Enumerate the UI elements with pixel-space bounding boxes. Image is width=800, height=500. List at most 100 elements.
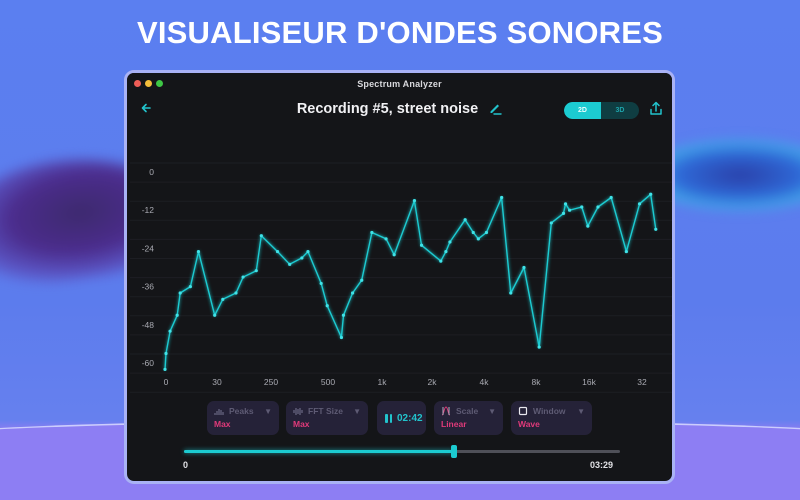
data-point [596,205,600,209]
window-function-control[interactable]: Window ▼ Wave [511,401,592,435]
chevron-down-icon: ▼ [488,406,496,416]
fft-size-value: Max [293,419,310,429]
timeline-slider[interactable] [184,445,620,458]
scale-control[interactable]: Scale ▼ Linear [434,401,503,435]
timeline-end: 03:29 [589,460,613,470]
recording-title-row: Recording #5, street noise [127,101,672,119]
data-point [350,291,355,295]
data-point [392,253,396,257]
data-point [241,275,245,279]
x-axis-tick: 16k [582,377,596,387]
data-point [259,234,263,238]
zoom-button[interactable] [156,80,163,87]
data-point [188,285,192,289]
data-point [463,218,467,222]
scale-value: Linear [441,419,467,429]
data-point [300,256,304,260]
data-point [509,291,513,295]
y-axis-tick: 0 [149,167,154,177]
x-axis-tick: 500 [321,377,335,387]
fft-size-label: FFT Size [308,406,343,416]
data-point [196,249,201,254]
data-point [444,249,448,254]
data-point [563,202,568,206]
data-point [234,291,238,295]
back-button[interactable] [141,101,151,116]
y-axis-tick: -48 [142,320,155,330]
data-point [549,221,553,225]
data-point [580,205,584,209]
data-point [168,329,172,333]
square-window-icon [518,406,528,416]
data-point [221,297,225,301]
data-point [175,313,179,317]
data-point [649,192,653,196]
toggle-2d[interactable]: 2D [564,102,601,119]
data-point [471,230,475,235]
slider-thumb[interactable] [451,445,458,458]
x-axis-tick: 4k [480,377,490,387]
traffic-lights [134,80,163,87]
data-point [339,335,344,340]
waveform-icon [293,407,303,415]
share-button[interactable] [649,101,663,121]
view-mode-toggle: 2D 3D [564,102,639,119]
data-point [275,249,280,254]
play-pause-button[interactable]: 02:42 [377,401,426,435]
fft-size-control[interactable]: FFT Size ▼ Max [286,401,368,435]
close-button[interactable] [134,80,141,87]
data-point [288,262,292,266]
minimize-button[interactable] [145,80,152,87]
peaks-value: Max [214,419,231,429]
x-axis-tick: 8k [532,377,542,387]
data-point [178,291,182,295]
data-point [319,281,323,286]
data-point [654,227,658,231]
data-point [500,195,504,200]
data-point [448,240,452,244]
x-axis-tick: 250 [264,377,278,387]
timeline-start: 0 [183,460,189,470]
slider-progress [184,450,455,453]
toggle-3d[interactable]: 3D [615,107,625,114]
chevron-down-icon: ▼ [264,406,272,416]
data-point [637,202,642,206]
playback-time: 02:42 [397,412,423,424]
y-axis-tick: -60 [142,358,155,368]
data-point [567,208,572,212]
spectrum-line [164,193,657,370]
data-point [164,351,168,356]
data-point [484,230,489,235]
data-point [341,313,346,317]
data-point [325,304,329,308]
data-point [476,237,480,241]
share-upload-icon [650,101,662,115]
x-axis-tick: 2k [428,377,438,387]
window-title: Spectrum Analyzer [357,79,442,89]
data-point [306,249,310,254]
data-point [537,345,541,349]
data-point [254,269,258,273]
data-point [213,313,217,317]
y-axis-tick: -24 [142,243,155,253]
recording-title: Recording #5, street noise [296,101,479,117]
data-point [609,195,613,200]
data-point [412,199,417,203]
data-point [163,367,167,371]
scale-label: Scale [456,406,479,416]
data-point [439,259,443,263]
y-axis-tick: -36 [142,282,155,292]
app-window: Spectrum Analyzer Recording #5, street n… [124,70,675,484]
data-point [522,265,526,270]
x-axis-tick: 30 [212,377,222,387]
edit-title-button[interactable] [488,101,502,119]
data-point [586,224,590,228]
pencil-icon [490,104,502,115]
x-axis-tick: 1k [378,377,388,387]
peaks-control[interactable]: Peaks ▼ Max [207,401,279,435]
title-bar: Spectrum Analyzer [127,73,672,95]
pause-icon [385,413,392,423]
arrow-left-icon [141,103,151,113]
controls-bar: Peaks ▼ Max FFT Size ▼ Max 02:42 Scale ▼… [127,398,672,438]
data-point [384,237,388,241]
